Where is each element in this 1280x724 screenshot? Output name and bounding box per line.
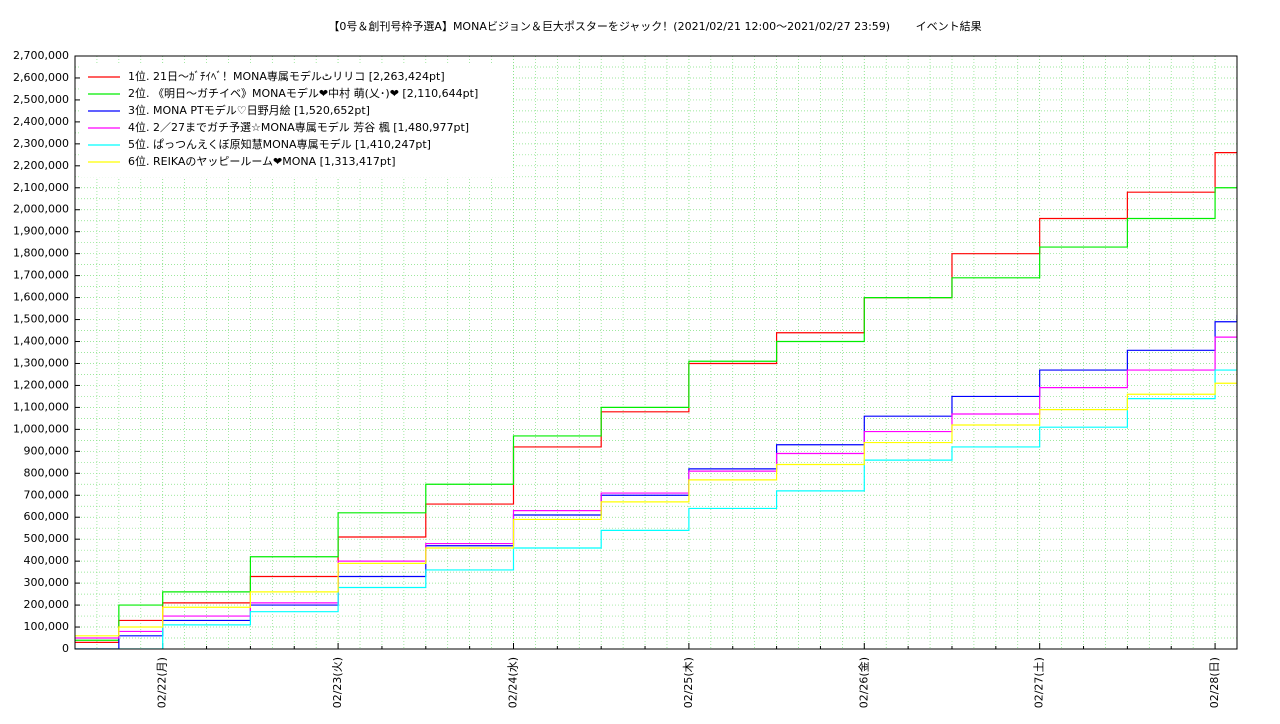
y-tick-label: 200,000 (24, 598, 70, 611)
series-line (75, 151, 1237, 644)
x-tick-label: 02/28(日) (1208, 657, 1221, 708)
legend-label: 5位. ぱっつんえくぼ原知慧MONA専属モデル [1,410,247pt] (128, 137, 431, 151)
series-line (75, 323, 1237, 639)
y-tick-label: 2,600,000 (13, 71, 69, 84)
y-tick-label: 2,500,000 (13, 93, 69, 106)
series-line (75, 315, 1237, 649)
y-tick-label: 100,000 (24, 620, 70, 633)
y-tick-label: 2,400,000 (13, 115, 69, 128)
x-tick-label: 02/22(月) (156, 657, 169, 708)
y-tick-label: 500,000 (24, 532, 70, 545)
y-tick-label: 1,000,000 (13, 422, 69, 435)
y-tick-label: 1,200,000 (13, 378, 69, 391)
x-tick-label: 02/27(土) (1033, 657, 1046, 708)
series-line (75, 360, 1237, 637)
legend-label: 6位. REIKAのヤッピールーム❤MONA [1,313,417pt] (128, 154, 396, 168)
y-tick-label: 2,700,000 (13, 49, 69, 62)
legend-label: 4位. 2／27までガチ予選☆MONA専属モデル 芳谷 楓 [1,480,977… (128, 120, 469, 134)
y-tick-label: 2,200,000 (13, 159, 69, 172)
y-tick-label: 700,000 (24, 488, 70, 501)
x-tick-label: 02/23(火) (331, 657, 344, 708)
legend-box (80, 65, 512, 177)
y-tick-label: 1,100,000 (13, 400, 69, 413)
x-tick-label: 02/24(水) (506, 657, 519, 708)
y-tick-label: 1,900,000 (13, 225, 69, 238)
series-line (75, 339, 1237, 649)
y-tick-label: 1,800,000 (13, 247, 69, 260)
y-tick-label: 2,100,000 (13, 181, 69, 194)
legend-label: 2位. 《明日～ガチイベ》MONAモデル❤中村 萌(乂･)❤ [2,110,64… (128, 86, 478, 100)
y-tick-label: 1,300,000 (13, 356, 69, 369)
x-tick-label: 02/25(木) (682, 657, 695, 708)
y-tick-label: 300,000 (24, 576, 70, 589)
legend-label: 3位. MONA PTモデル♡日野月絵 [1,520,652pt] (128, 103, 370, 117)
y-tick-label: 1,700,000 (13, 269, 69, 282)
y-tick-label: 600,000 (24, 510, 70, 523)
y-tick-label: 1,600,000 (13, 291, 69, 304)
y-tick-label: 2,000,000 (13, 203, 69, 216)
y-tick-label: 800,000 (24, 466, 70, 479)
plot-frame (74, 55, 1238, 650)
x-tick-label: 02/26(金) (856, 657, 870, 708)
y-tick-label: 0 (62, 642, 69, 655)
y-tick-label: 1,500,000 (13, 313, 69, 326)
chart-title: 【0号＆創刊号枠予選A】MONAビジョン＆巨大ポスターをジャック！(2021/0… (328, 19, 981, 33)
legend-label: 1位. 21日～ｶﾞﾁｲﾍﾞ！MONA専属モデルٹリリコ [2,263,424p… (128, 69, 445, 83)
y-tick-label: 1,400,000 (13, 335, 69, 348)
y-tick-label: 400,000 (24, 554, 70, 567)
y-tick-label: 2,300,000 (13, 137, 69, 150)
y-tick-label: 900,000 (24, 444, 70, 457)
